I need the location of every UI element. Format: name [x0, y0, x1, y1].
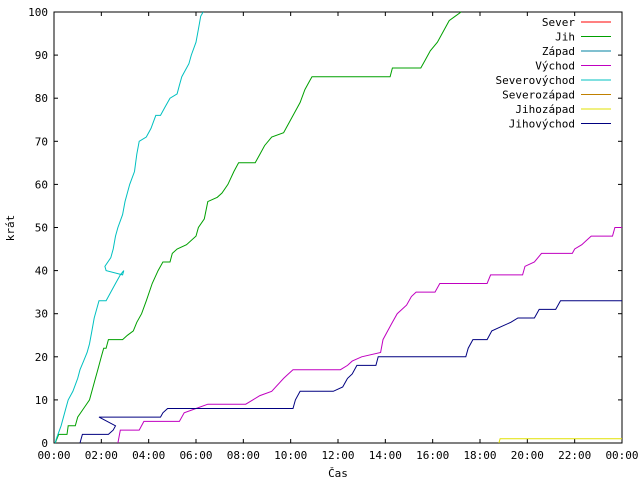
- legend-label: Severovýchod: [496, 74, 575, 87]
- x-tick-label: 02:00: [85, 449, 118, 462]
- y-tick-label: 90: [35, 49, 48, 62]
- legend-label: Jihozápad: [515, 103, 575, 116]
- axis-ticks: 0 10 20 30 40 50 60 70 80 90 100 00:00 02:00 04:00 06:…: [28, 6, 638, 462]
- y-tick-label: 70: [35, 135, 48, 148]
- y-tick-label: 100: [28, 6, 48, 19]
- legend-label: Jih: [555, 31, 575, 44]
- x-tick-label: 00:00: [37, 449, 70, 462]
- y-tick-label: 0: [41, 437, 48, 450]
- x-tick-label: 06:00: [179, 449, 212, 462]
- x-tick-label: 22:00: [558, 449, 591, 462]
- y-tick-label: 50: [35, 222, 48, 235]
- y-tick-label: 20: [35, 351, 48, 364]
- y-tick-label: 80: [35, 92, 48, 105]
- series-line-jihozápad: [498, 438, 622, 444]
- x-tick-label: 04:00: [132, 449, 165, 462]
- x-tick-label: 12:00: [321, 449, 354, 462]
- legend-label: Jihovýchod: [509, 118, 575, 131]
- legend-label: Severozápad: [502, 89, 575, 102]
- x-tick-label: 14:00: [369, 449, 402, 462]
- y-tick-label: 10: [35, 394, 48, 407]
- x-tick-label: 08:00: [227, 449, 260, 462]
- y-tick-label: 30: [35, 308, 48, 321]
- y-axis-label: krát: [4, 215, 17, 242]
- series-line-jih: [54, 11, 462, 444]
- x-tick-label: 16:00: [416, 449, 449, 462]
- x-tick-label: 20:00: [511, 449, 544, 462]
- y-tick-label: 60: [35, 178, 48, 191]
- series-line-jihovýchod: [79, 300, 622, 444]
- x-tick-label: 00:00: [605, 449, 638, 462]
- series-lines: [54, 11, 622, 444]
- y-tick-label: 40: [35, 265, 48, 278]
- legend-label: Východ: [535, 60, 575, 73]
- series-line-severovýchod: [54, 11, 204, 444]
- legend-label: Západ: [542, 45, 575, 58]
- series-line-východ: [117, 227, 622, 444]
- x-tick-label: 10:00: [274, 449, 307, 462]
- legend-label: Sever: [542, 16, 575, 29]
- x-axis-label: Čas: [328, 467, 348, 480]
- x-tick-label: 18:00: [463, 449, 496, 462]
